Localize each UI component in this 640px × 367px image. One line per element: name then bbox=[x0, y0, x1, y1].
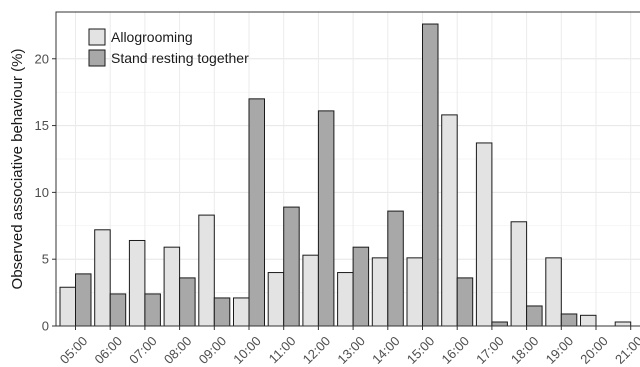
bars bbox=[59, 23, 632, 327]
bar-allogrooming-1800 bbox=[510, 221, 528, 327]
bar-allogrooming-1400 bbox=[371, 257, 389, 327]
x-tick-label: 18:00 bbox=[508, 333, 542, 367]
y-tick-label: 0 bbox=[42, 319, 49, 334]
x-tick-label: 09:00 bbox=[196, 333, 230, 367]
bar-stand-resting-1000 bbox=[248, 98, 265, 327]
x-axis: 05:00 06:00 07:00 08:00 09:00 10:00 11:00 12:00… bbox=[57, 326, 640, 367]
bar-allogrooming-1500 bbox=[406, 257, 423, 327]
x-tick-label: 07:00 bbox=[126, 333, 160, 367]
bar-allogrooming-1000 bbox=[233, 297, 250, 327]
bar-stand-resting-1900 bbox=[560, 313, 578, 327]
x-tick-label: 06:00 bbox=[91, 333, 125, 367]
bar-allogrooming-2000 bbox=[580, 314, 597, 327]
bar-allogrooming-1600 bbox=[441, 114, 458, 327]
x-tick-label: 10:00 bbox=[230, 333, 264, 367]
bar-allogrooming-1200 bbox=[302, 254, 319, 327]
bar-stand-resting-0500 bbox=[75, 273, 92, 327]
bar-stand-resting-1100 bbox=[283, 206, 300, 327]
legend-label-stand-resting: Stand resting together bbox=[111, 50, 249, 66]
x-tick-label: 21:00 bbox=[612, 333, 640, 367]
y-tick-label: 20 bbox=[35, 51, 49, 66]
x-tick-label: 19:00 bbox=[543, 333, 577, 367]
y-tick-label: 15 bbox=[35, 118, 49, 133]
x-tick-label: 13:00 bbox=[334, 333, 368, 367]
bar-allogrooming-0600 bbox=[94, 229, 111, 327]
bar-allogrooming-0800 bbox=[163, 246, 181, 327]
x-tick-label: 16:00 bbox=[438, 333, 472, 367]
bar-stand-resting-1200 bbox=[317, 110, 335, 327]
bar-stand-resting-1600 bbox=[456, 277, 474, 327]
bar-stand-resting-1500 bbox=[422, 23, 439, 327]
bar-stand-resting-1700 bbox=[491, 321, 508, 327]
x-tick-label: 15:00 bbox=[404, 333, 438, 367]
bar-allogrooming-0500 bbox=[59, 286, 76, 327]
bar-stand-resting-1300 bbox=[352, 246, 370, 327]
bar-stand-resting-0800 bbox=[179, 277, 196, 327]
x-tick-label: 17:00 bbox=[473, 333, 507, 367]
bar-stand-resting-1800 bbox=[526, 305, 543, 327]
bar-allogrooming-1900 bbox=[545, 257, 562, 327]
legend: Allogrooming Stand resting together bbox=[88, 28, 249, 67]
bar-stand-resting-0900 bbox=[213, 297, 231, 327]
bar-allogrooming-0700 bbox=[128, 239, 146, 327]
legend-swatch-stand-resting bbox=[88, 49, 106, 67]
bar-allogrooming-1100 bbox=[267, 272, 285, 327]
x-tick-label: 11:00 bbox=[266, 333, 299, 366]
bar-stand-resting-0700 bbox=[144, 293, 161, 327]
bar-allogrooming-0900 bbox=[198, 214, 215, 327]
panel-border bbox=[55, 11, 640, 327]
bar-allogrooming-1700 bbox=[475, 142, 493, 327]
y-axis-title: Observed associative behaviour (%) bbox=[9, 49, 26, 290]
bar-stand-resting-0600 bbox=[109, 293, 127, 327]
bar-allogrooming-1300 bbox=[337, 272, 354, 327]
x-tick-label: 05:00 bbox=[57, 333, 91, 367]
y-tick-label: 10 bbox=[35, 185, 49, 200]
x-tick-label: 14:00 bbox=[369, 333, 403, 367]
y-tick-label: 5 bbox=[42, 252, 49, 267]
bar-stand-resting-1400 bbox=[387, 210, 404, 327]
x-tick-label: 20:00 bbox=[577, 333, 611, 367]
y-axis: 0 5 10 15 20 bbox=[35, 51, 56, 334]
x-tick-label: 12:00 bbox=[300, 333, 334, 367]
x-tick-label: 08:00 bbox=[161, 333, 195, 367]
legend-label-allogrooming: Allogrooming bbox=[111, 29, 193, 45]
bar-allogrooming-2100 bbox=[614, 321, 632, 327]
legend-swatch-allogrooming bbox=[88, 28, 106, 46]
